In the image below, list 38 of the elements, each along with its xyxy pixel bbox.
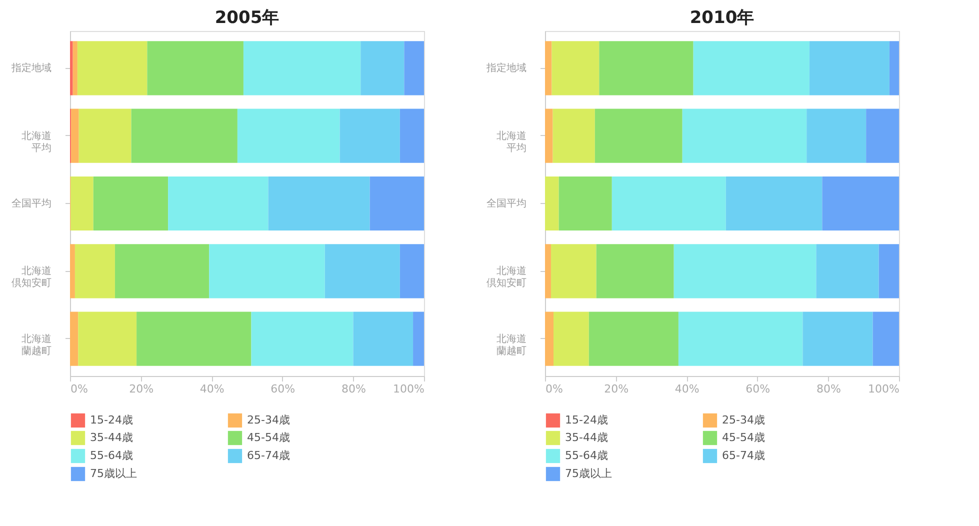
x-tick-label: 100%	[868, 382, 900, 396]
x-tick-label: 0%	[546, 382, 563, 396]
y-tick-label: 全国平均	[486, 198, 526, 210]
x-tick-label: 80%	[341, 382, 366, 396]
chart-title: 2005年	[214, 8, 280, 28]
x-tick-label: 100%	[393, 382, 424, 396]
x-tick-label: 40%	[674, 382, 700, 396]
x-tick-label: 20%	[129, 382, 154, 396]
x-tick-label: 80%	[816, 382, 841, 396]
y-tick-label: 指定地域	[10, 62, 52, 74]
x-tick-label: 20%	[604, 382, 629, 396]
x-tick-label: 40%	[200, 382, 224, 396]
y-tick-label: 北海道平均	[22, 130, 52, 154]
legend-label: 25-34歳	[722, 413, 765, 426]
legend-label: 45-54歳	[247, 431, 290, 444]
y-tick-label: 全国平均	[12, 198, 52, 210]
chart-title: 2010年	[690, 8, 754, 28]
x-tick-label: 0%	[70, 382, 88, 396]
y-tick-label: 北海道蘭越町	[496, 332, 526, 357]
y-tick-label: 北海道倶知安町	[12, 265, 52, 290]
y-tick-label: 指定地域	[486, 62, 526, 74]
legend-label: 25-34歳	[247, 413, 290, 426]
legend-label: 45-54歳	[722, 431, 765, 444]
y-tick-label: 北海道倶知安町	[486, 265, 526, 290]
x-tick-label: 60%	[270, 382, 296, 396]
legend-label: 35-44歳	[90, 431, 133, 444]
legend-label: 15-24歳	[565, 413, 608, 426]
legend-label: 65-74歳	[722, 449, 765, 462]
legend-label: 65-74歳	[247, 449, 290, 462]
legend-label: 35-44歳	[565, 431, 608, 444]
legend-label: 75歳以上	[90, 467, 137, 480]
x-tick-label: 60%	[746, 382, 770, 396]
y-tick-label: 北海道蘭越町	[22, 332, 52, 357]
legend-label: 15-24歳	[90, 413, 133, 426]
legend-label: 55-64歳	[90, 449, 133, 462]
legend-label: 75歳以上	[565, 467, 612, 480]
legend-label: 55-64歳	[565, 449, 608, 462]
y-tick-label: 北海道平均	[496, 130, 526, 154]
